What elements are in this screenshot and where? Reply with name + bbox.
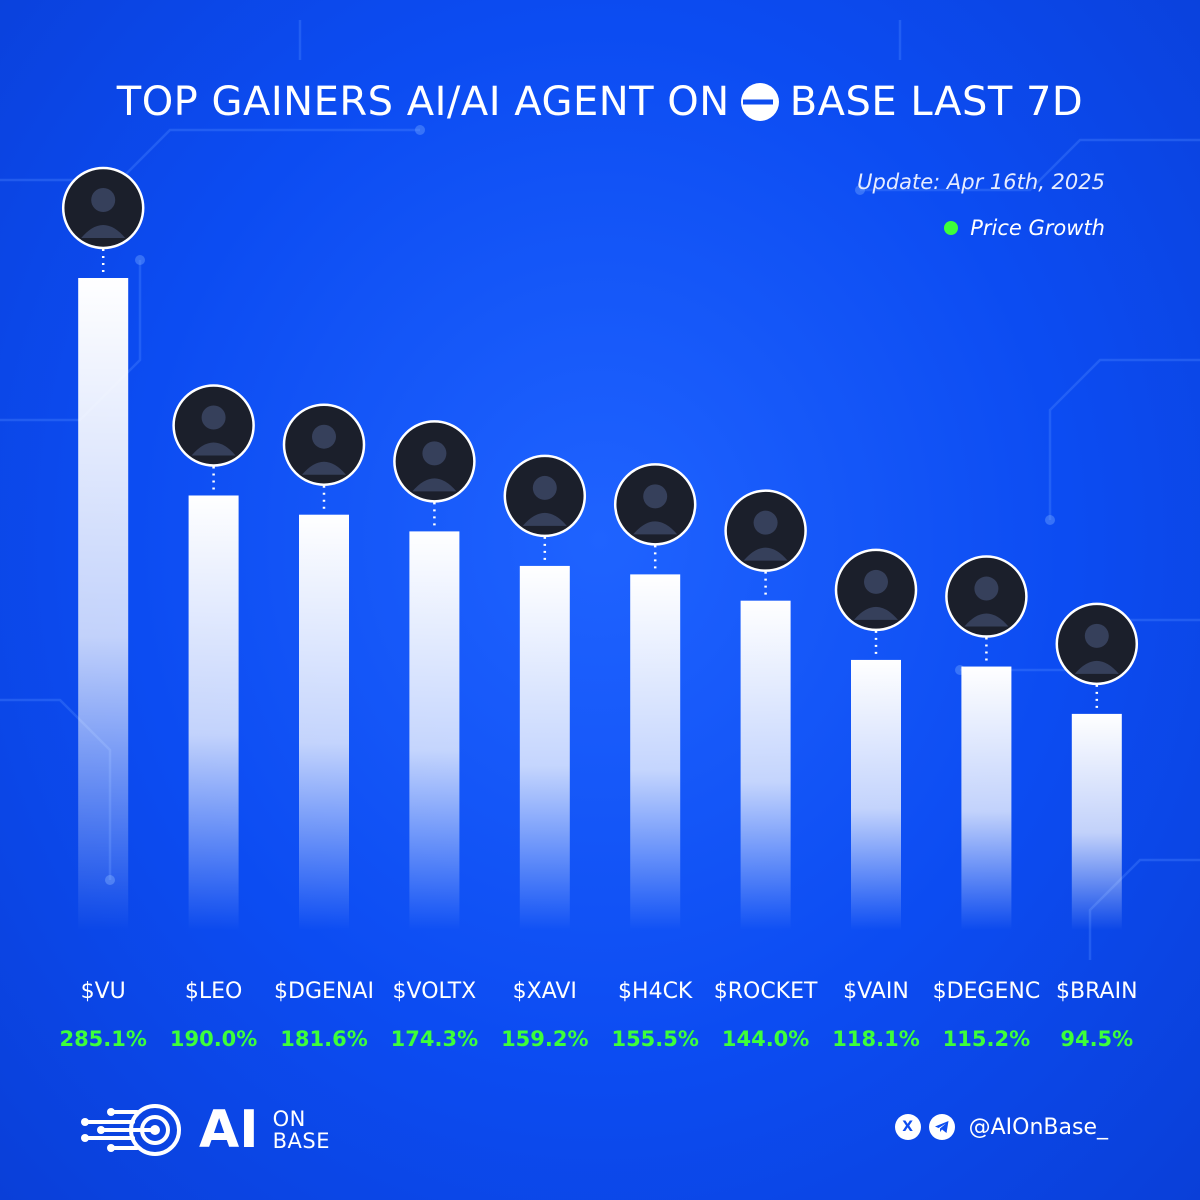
x-tick-label-7: $VAIN: [843, 979, 909, 1004]
robot-face-avatar-icon-head: [864, 569, 888, 594]
value-label-3: 174.3%: [391, 1027, 478, 1051]
bar-6: [740, 600, 791, 930]
gold-degen-avatar-icon-head: [974, 576, 999, 601]
h4ck-laptop-icon-head: [643, 484, 668, 509]
lion-logo-icon-body: [191, 442, 236, 456]
legend-dot-icon: [944, 221, 959, 235]
bar-2: [299, 514, 349, 930]
value-label-2: 181.6%: [280, 1027, 367, 1051]
pepe-frog-avatar-icon-body: [302, 461, 346, 475]
x-tick-label-4: $XAVI: [513, 979, 577, 1004]
lion-logo-icon-head: [201, 405, 226, 430]
robot-face-avatar-icon-body: [854, 606, 898, 620]
bar-0: [78, 278, 129, 930]
unicorn-avatar-icon-body: [81, 225, 126, 238]
hooded-hacker-avatar-icon-body: [522, 512, 567, 526]
raccoon-coder-avatar-icon-body: [743, 547, 788, 561]
social-handle[interactable]: @AIOnBase_: [968, 1114, 1108, 1140]
h4ck-laptop-icon-body: [633, 521, 678, 535]
x-tick-label-9: $BRAIN: [1056, 979, 1137, 1004]
update-date: Update: Apr 16th, 2025: [857, 170, 1105, 194]
bar-5: [630, 574, 681, 930]
x-tick-label-1: $LEO: [185, 979, 242, 1004]
value-label-6: 144.0%: [722, 1027, 809, 1051]
legend-label: Price Growth: [970, 216, 1105, 240]
bar-1: [188, 495, 239, 930]
hooded-hacker-avatar-icon-head: [532, 475, 557, 500]
brand-on: ON: [272, 1106, 306, 1131]
bar-3: [409, 531, 460, 930]
legend: Price Growth: [944, 216, 1105, 240]
brand-ai: AI: [199, 1100, 259, 1160]
value-label-7: 118.1%: [832, 1027, 919, 1051]
pepe-frog-avatar-icon-head: [312, 424, 336, 449]
bar-9: [1071, 713, 1122, 930]
value-label-9: 94.5%: [1060, 1027, 1133, 1051]
title-suffix: BASE LAST 7D: [789, 79, 1084, 125]
title-prefix: TOP GAINERS AI/AI AGENT ON: [116, 79, 730, 125]
gold-degen-avatar-icon-body: [964, 613, 1009, 627]
x-tick-label-0: $VU: [81, 979, 126, 1004]
x-tick-label-3: $VOLTX: [393, 979, 477, 1004]
x-tick-label-8: $DEGENC: [933, 979, 1041, 1004]
brain-bars-logo-icon-head: [1084, 623, 1109, 648]
value-label-5: 155.5%: [611, 1027, 698, 1051]
brand-base: BASE: [272, 1129, 330, 1153]
candlestick-logo-icon-body: [412, 478, 457, 492]
bar-4: [519, 565, 570, 930]
telegram-icon[interactable]: [928, 1114, 955, 1140]
brand-on-base: ON BASE: [273, 1108, 330, 1152]
value-label-1: 190.0%: [170, 1027, 257, 1051]
brain-bars-logo-icon-body: [1074, 660, 1119, 674]
x-tick-label-2: $DGENAI: [274, 979, 374, 1004]
value-label-4: 159.2%: [501, 1027, 588, 1051]
raccoon-coder-avatar-icon-head: [753, 510, 778, 535]
unicorn-avatar-icon-head: [91, 188, 116, 212]
bar-8: [961, 666, 1012, 930]
x-tick-label-5: $H4CK: [618, 979, 693, 1004]
chart-title: TOP GAINERS AI/AI AGENT ON BASE LAST 7D: [0, 78, 1200, 126]
bar-7: [851, 659, 901, 930]
candlestick-logo-icon-head: [422, 441, 447, 466]
value-label-8: 115.2%: [943, 1027, 1030, 1051]
value-label-0: 285.1%: [59, 1027, 146, 1051]
x-icon[interactable]: X: [894, 1114, 921, 1140]
circuit-target-icon: [81, 1104, 181, 1156]
x-tick-label-6: $ROCKET: [714, 979, 818, 1004]
ai-on-base-logo: AI ON BASE: [75, 1100, 330, 1160]
base-logo-icon: [740, 83, 779, 121]
social-links: X @AIOnBase_: [894, 1114, 1108, 1140]
